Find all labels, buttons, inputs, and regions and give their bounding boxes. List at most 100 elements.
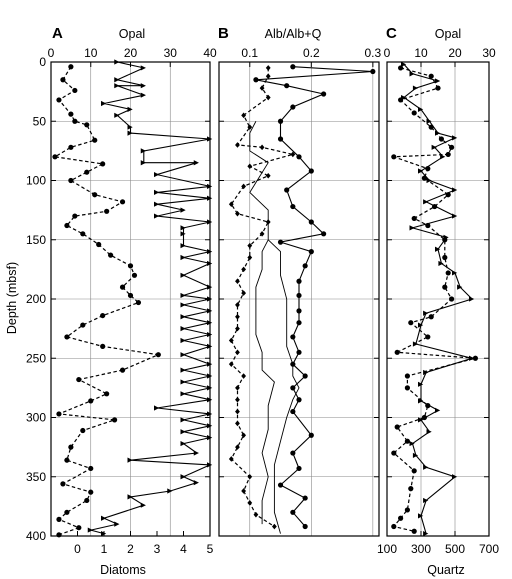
- data-point: [241, 290, 247, 296]
- data-point: [308, 249, 314, 255]
- data-point: [435, 130, 441, 136]
- data-point: [442, 254, 448, 261]
- data-point: [87, 527, 93, 533]
- data-point: [290, 64, 296, 70]
- y-tick-label: 350: [26, 470, 46, 484]
- data-point: [370, 68, 376, 75]
- plot-frame: [386, 61, 490, 537]
- y-tick-label: 100: [26, 174, 46, 188]
- data-point: [127, 263, 134, 269]
- data-point: [235, 385, 240, 391]
- data-point: [391, 523, 397, 530]
- data-point: [64, 334, 70, 340]
- bottom-tick-label: 4: [180, 542, 187, 556]
- data-point: [207, 136, 213, 142]
- data-point: [423, 199, 429, 205]
- data-point: [438, 260, 444, 267]
- data-point: [207, 331, 213, 338]
- data-point: [154, 201, 160, 207]
- data-point: [302, 373, 308, 379]
- panel-c-bottom-axis-label: Quartz: [427, 563, 465, 577]
- data-point: [408, 486, 414, 492]
- data-point: [259, 144, 265, 151]
- data-point: [135, 299, 142, 306]
- data-point: [52, 154, 58, 160]
- data-point: [431, 144, 437, 150]
- data-point: [412, 452, 419, 459]
- data-point: [72, 87, 78, 94]
- data-point: [241, 373, 247, 379]
- data-point: [445, 270, 451, 276]
- bottom-tick-label: 2: [127, 542, 134, 556]
- data-point: [193, 160, 199, 166]
- data-point: [72, 118, 78, 124]
- data-point: [442, 284, 448, 290]
- data-point: [180, 367, 186, 373]
- data-point: [302, 495, 308, 501]
- data-point: [411, 110, 417, 116]
- top-tick-label: 0.2: [303, 46, 320, 60]
- top-tick-label: 30: [482, 46, 496, 60]
- data-point: [193, 450, 199, 456]
- data-point: [68, 444, 74, 450]
- data-point: [321, 91, 327, 97]
- data-point: [80, 231, 86, 237]
- data-point: [296, 308, 302, 314]
- data-point: [235, 420, 240, 427]
- data-point: [290, 151, 296, 158]
- data-point: [228, 337, 234, 344]
- data-point: [64, 457, 70, 463]
- data-point: [56, 532, 62, 538]
- top-tick-label: 30: [164, 46, 178, 60]
- data-point: [207, 308, 213, 314]
- data-point: [154, 405, 160, 411]
- top-tick-label: 0: [384, 46, 391, 60]
- data-point: [76, 376, 82, 383]
- data-point: [96, 241, 102, 248]
- data-point: [119, 199, 126, 205]
- data-point: [452, 187, 458, 193]
- data-point: [409, 440, 415, 447]
- data-point: [235, 444, 240, 450]
- data-point: [140, 502, 146, 508]
- data-point: [167, 488, 173, 494]
- data-point: [180, 391, 186, 397]
- data-point: [193, 480, 199, 486]
- series-line: [53, 66, 161, 536]
- bottom-tick-label: 1: [101, 542, 108, 556]
- data-point: [207, 385, 213, 391]
- data-point: [56, 97, 62, 103]
- data-point: [435, 246, 441, 252]
- data-point: [265, 94, 271, 101]
- data-point: [290, 509, 296, 515]
- data-point: [426, 177, 432, 184]
- data-point: [235, 408, 240, 415]
- data-point: [104, 391, 110, 397]
- top-tick-label: 0.3: [365, 46, 382, 60]
- data-point: [88, 465, 94, 472]
- bottom-tick-label: 300: [411, 542, 431, 556]
- data-point: [426, 118, 432, 124]
- data-point: [84, 497, 90, 504]
- bottom-tick-label: 5: [207, 542, 214, 556]
- panel-a-top-axis-label: Opal: [119, 27, 145, 41]
- data-point: [207, 249, 213, 255]
- data-point: [140, 160, 146, 166]
- data-point: [228, 456, 234, 462]
- data-point: [401, 61, 407, 67]
- data-point: [418, 398, 424, 404]
- panel-c: C Opal Quartz 0 10 20 30 100 300 500 700: [377, 25, 499, 577]
- data-point: [84, 122, 90, 128]
- data-point: [104, 208, 110, 214]
- bottom-tick-label: 100: [377, 542, 397, 556]
- bottom-tick-label: 0: [74, 542, 81, 556]
- data-point: [290, 450, 296, 456]
- data-point: [241, 266, 247, 273]
- data-point: [418, 322, 424, 328]
- series-line: [403, 64, 475, 534]
- data-point: [412, 85, 419, 91]
- data-point: [127, 106, 133, 112]
- data-point: [409, 225, 415, 231]
- data-point: [180, 254, 186, 261]
- panel-b-top-axis-label: Alb/Alb+Q: [265, 27, 322, 41]
